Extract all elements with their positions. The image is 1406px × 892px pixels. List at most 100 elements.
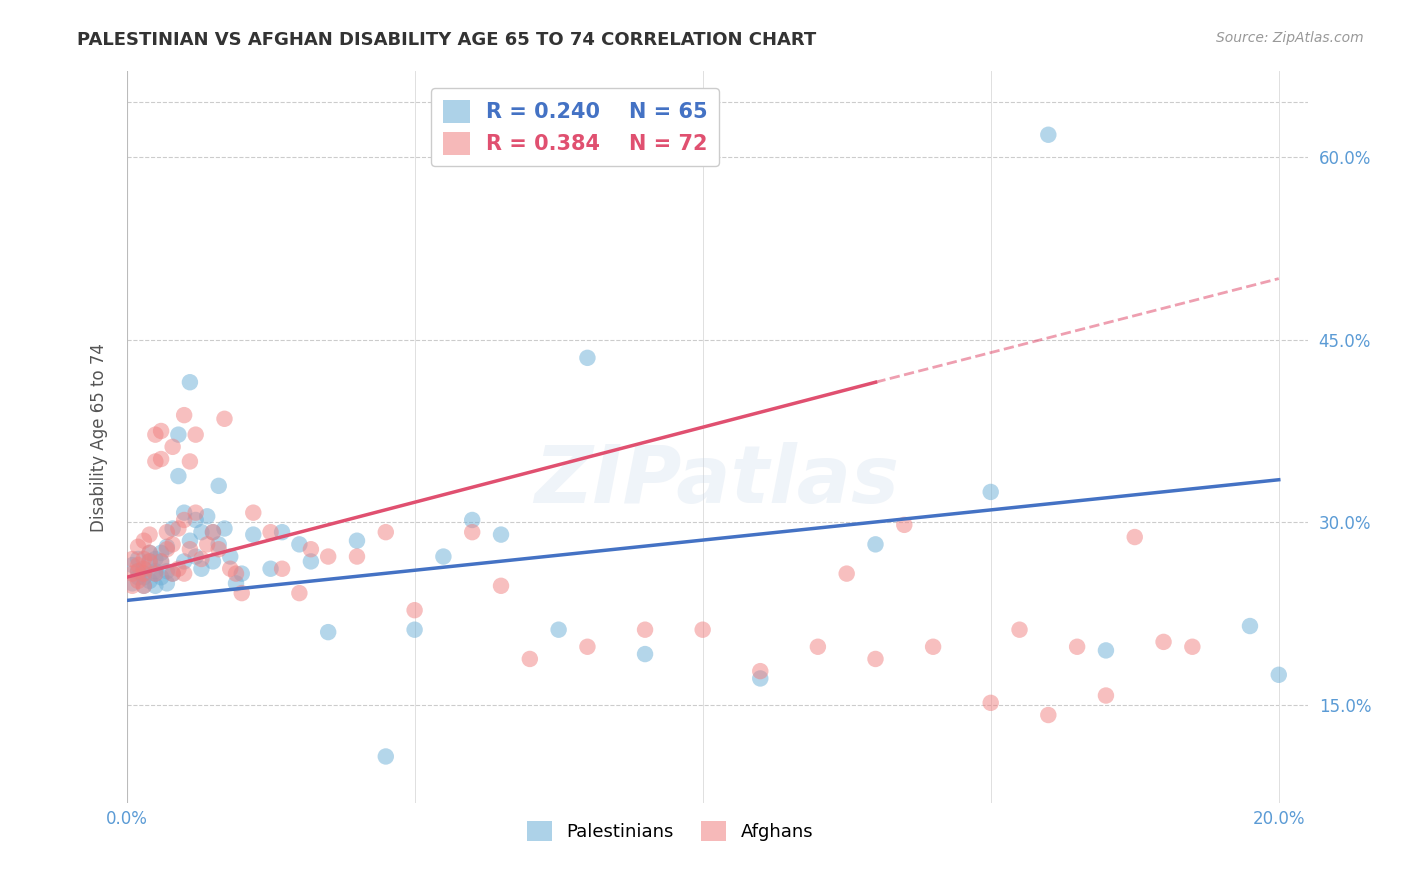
Point [1268,667,1291,682]
Point [132,562,155,576]
Point [259,525,281,540]
Point [374,525,396,540]
Point [208,479,231,493]
Point [1239,619,1261,633]
Point [1066,640,1088,654]
Point [162,537,184,551]
Point [167,469,190,483]
Point [259,562,281,576]
Point [162,521,184,535]
Point [219,562,242,576]
Point [156,576,179,591]
Point [156,564,179,578]
Point [167,427,190,442]
Point [201,554,224,568]
Point [1038,128,1060,142]
Text: Source: ZipAtlas.com: Source: ZipAtlas.com [1216,31,1364,45]
Point [231,566,253,581]
Point [692,623,714,637]
Point [179,533,201,548]
Point [1181,640,1204,654]
Point [1153,635,1175,649]
Point [201,525,224,540]
Point [184,506,207,520]
Point [184,427,207,442]
Point [127,558,149,573]
Point [167,521,190,535]
Point [190,562,212,576]
Point [893,517,915,532]
Point [288,586,311,600]
Point [346,533,368,548]
Point [1123,530,1146,544]
Point [184,513,207,527]
Point [1038,708,1060,723]
Point [316,625,339,640]
Point [132,579,155,593]
Point [127,540,149,554]
Point [225,566,247,581]
Point [214,412,236,426]
Point [127,552,149,566]
Point [179,376,201,390]
Point [749,672,772,686]
Point [121,566,143,581]
Text: ZIPatlas: ZIPatlas [534,442,900,520]
Point [195,509,218,524]
Legend: Palestinians, Afghans: Palestinians, Afghans [519,814,820,848]
Point [127,564,149,578]
Point [807,640,830,654]
Point [150,546,173,560]
Point [150,452,173,467]
Point [167,562,190,576]
Point [184,549,207,564]
Point [271,525,294,540]
Point [121,579,143,593]
Point [156,525,179,540]
Point [132,566,155,581]
Point [489,527,512,541]
Point [316,549,339,564]
Point [288,537,311,551]
Point [519,652,541,666]
Point [143,579,166,593]
Point [156,540,179,554]
Point [132,562,155,576]
Point [404,603,426,617]
Point [162,566,184,581]
Point [143,454,166,468]
Point [132,533,155,548]
Point [138,546,160,560]
Point [634,647,657,661]
Point [138,554,160,568]
Point [138,574,160,588]
Point [132,566,155,581]
Point [980,696,1002,710]
Y-axis label: Disability Age 65 to 74: Disability Age 65 to 74 [90,343,108,532]
Point [190,525,212,540]
Point [179,454,201,468]
Point [150,424,173,438]
Point [634,623,657,637]
Point [461,513,484,527]
Point [127,564,149,578]
Point [143,427,166,442]
Point [1008,623,1031,637]
Point [219,549,242,564]
Point [489,579,512,593]
Point [576,351,599,365]
Point [432,549,454,564]
Point [225,576,247,591]
Point [127,570,149,584]
Point [138,546,160,560]
Point [138,554,160,568]
Point [150,554,173,568]
Point [162,440,184,454]
Point [143,566,166,581]
Point [150,570,173,584]
Point [242,506,264,520]
Point [461,525,484,540]
Point [201,525,224,540]
Point [127,574,149,588]
Point [132,579,155,593]
